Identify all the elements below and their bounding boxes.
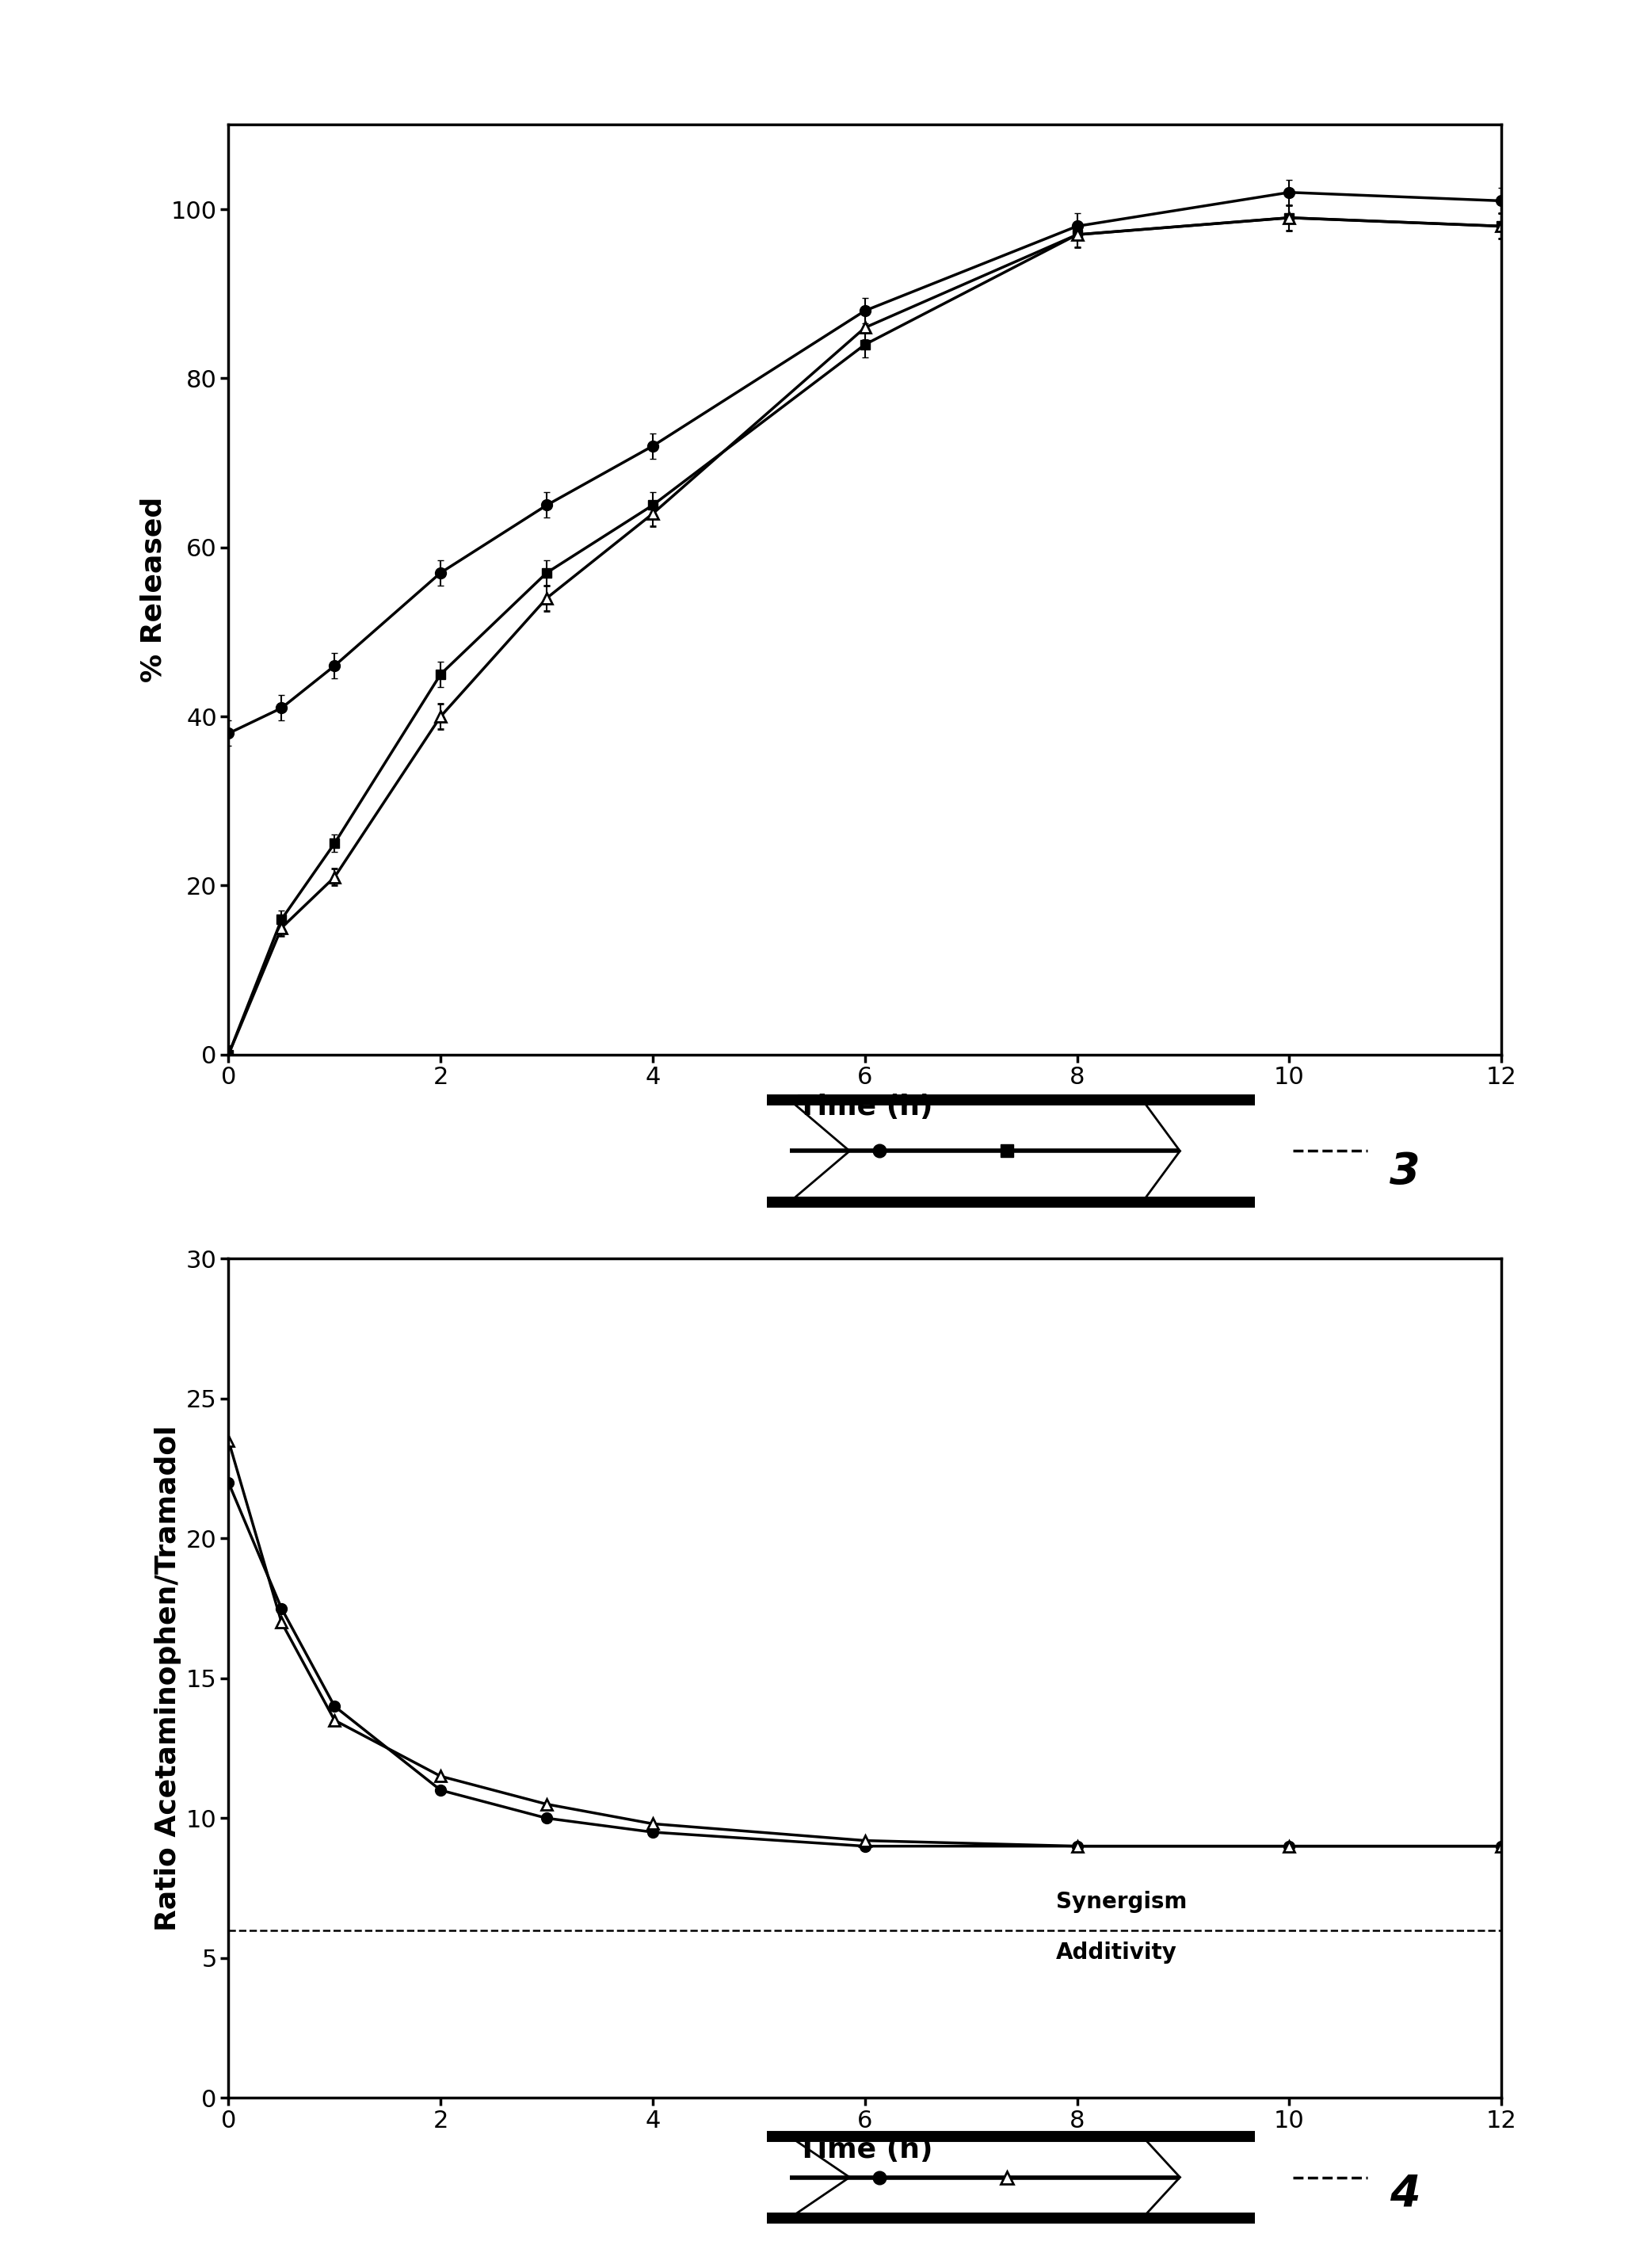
Y-axis label: % Released: % Released <box>140 497 166 683</box>
Series2 <box>855 1828 875 1855</box>
Series1 <box>1067 1833 1087 1860</box>
Series2 <box>431 1762 450 1789</box>
Series1 <box>537 1805 557 1833</box>
Series1 <box>431 1776 450 1803</box>
X-axis label: Time (h): Time (h) <box>798 2136 932 2164</box>
Series1 <box>325 1692 344 1719</box>
Series2 <box>1492 1833 1511 1860</box>
Text: 3: 3 <box>1390 1150 1420 1193</box>
Text: 4: 4 <box>1390 2173 1420 2216</box>
Line: Series2: Series2 <box>224 1436 1506 1851</box>
Series1 <box>271 1594 292 1622</box>
Series1 <box>1279 1833 1299 1860</box>
Text: Additivity: Additivity <box>1056 1941 1177 1964</box>
Series2 <box>325 1708 344 1735</box>
Series2 <box>1067 1833 1087 1860</box>
Series1 <box>643 1819 663 1846</box>
Line: Series1: Series1 <box>224 1476 1506 1851</box>
Series1 <box>855 1833 875 1860</box>
Series2 <box>1279 1833 1299 1860</box>
Series1 <box>219 1470 238 1497</box>
Text: Synergism: Synergism <box>1056 1892 1186 1914</box>
Y-axis label: Ratio Acetaminophen/Tramadol: Ratio Acetaminophen/Tramadol <box>155 1424 181 1932</box>
Series2 <box>643 1810 663 1837</box>
Series2 <box>271 1608 292 1635</box>
Series1 <box>1492 1833 1511 1860</box>
Series2 <box>537 1792 557 1819</box>
X-axis label: Time (h): Time (h) <box>798 1093 932 1120</box>
Series2 <box>219 1427 238 1454</box>
